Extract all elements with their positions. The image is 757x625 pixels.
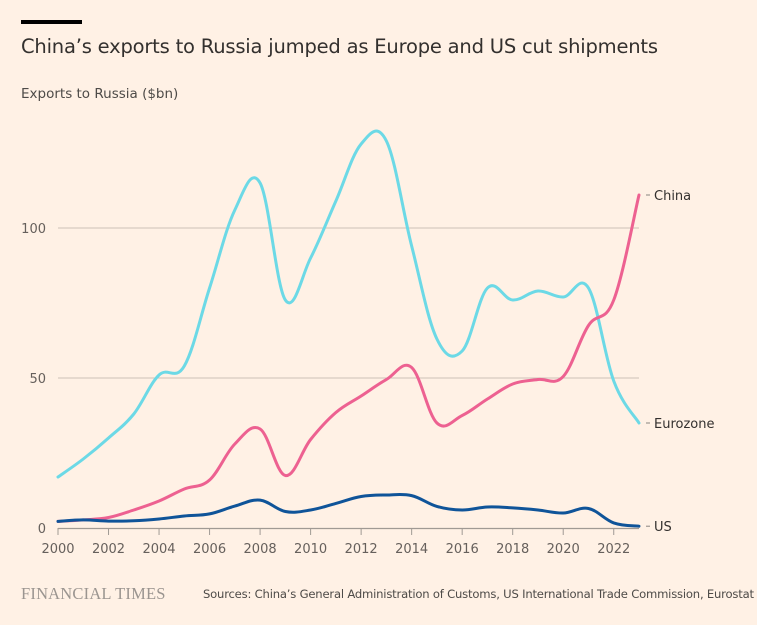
x-axis: 2000 2002 2004 2006 2008 2010 2012 2014 2016 2018…	[41, 527, 639, 557]
ft-accent-bar	[21, 20, 82, 24]
x-tick-label: 2016	[446, 542, 479, 557]
x-tick-label: 2014	[395, 542, 428, 557]
x-tick-label: 2004	[142, 542, 175, 557]
series-line-eurozone	[56, 129, 641, 479]
x-tick-label: 2018	[496, 542, 529, 557]
x-tick-label: 2012	[345, 542, 378, 557]
series-label-china: China	[654, 189, 691, 204]
series-labels: Eurozone China US	[646, 189, 714, 535]
y-tick-label: 100	[21, 222, 46, 237]
x-tick-label: 2010	[294, 542, 327, 557]
x-tick-label: 2002	[92, 542, 125, 557]
series-line-us	[56, 492, 641, 528]
chart-title: China’s exports to Russia jumped as Euro…	[21, 35, 658, 58]
y-tick-label: 0	[38, 522, 46, 537]
x-tick-label: 2020	[547, 542, 580, 557]
series-label-eurozone: Eurozone	[654, 417, 714, 432]
x-tick-label: 2006	[193, 542, 226, 557]
gridlines	[58, 227, 639, 379]
x-tick-label: 2008	[244, 542, 277, 557]
chart-subtitle: Exports to Russia ($bn)	[21, 86, 179, 102]
y-tick-label: 50	[29, 372, 46, 387]
y-axis-ticks: 0 50 100	[21, 222, 46, 537]
source-note: Sources: China’s General Administration …	[203, 587, 754, 601]
series-lines	[56, 129, 641, 528]
series-line-china	[56, 193, 641, 523]
series-label-us: US	[654, 520, 672, 535]
ft-logo: FINANCIAL TIMES	[21, 584, 166, 603]
x-tick-label: 2000	[41, 542, 74, 557]
x-tick-label: 2022	[597, 542, 630, 557]
